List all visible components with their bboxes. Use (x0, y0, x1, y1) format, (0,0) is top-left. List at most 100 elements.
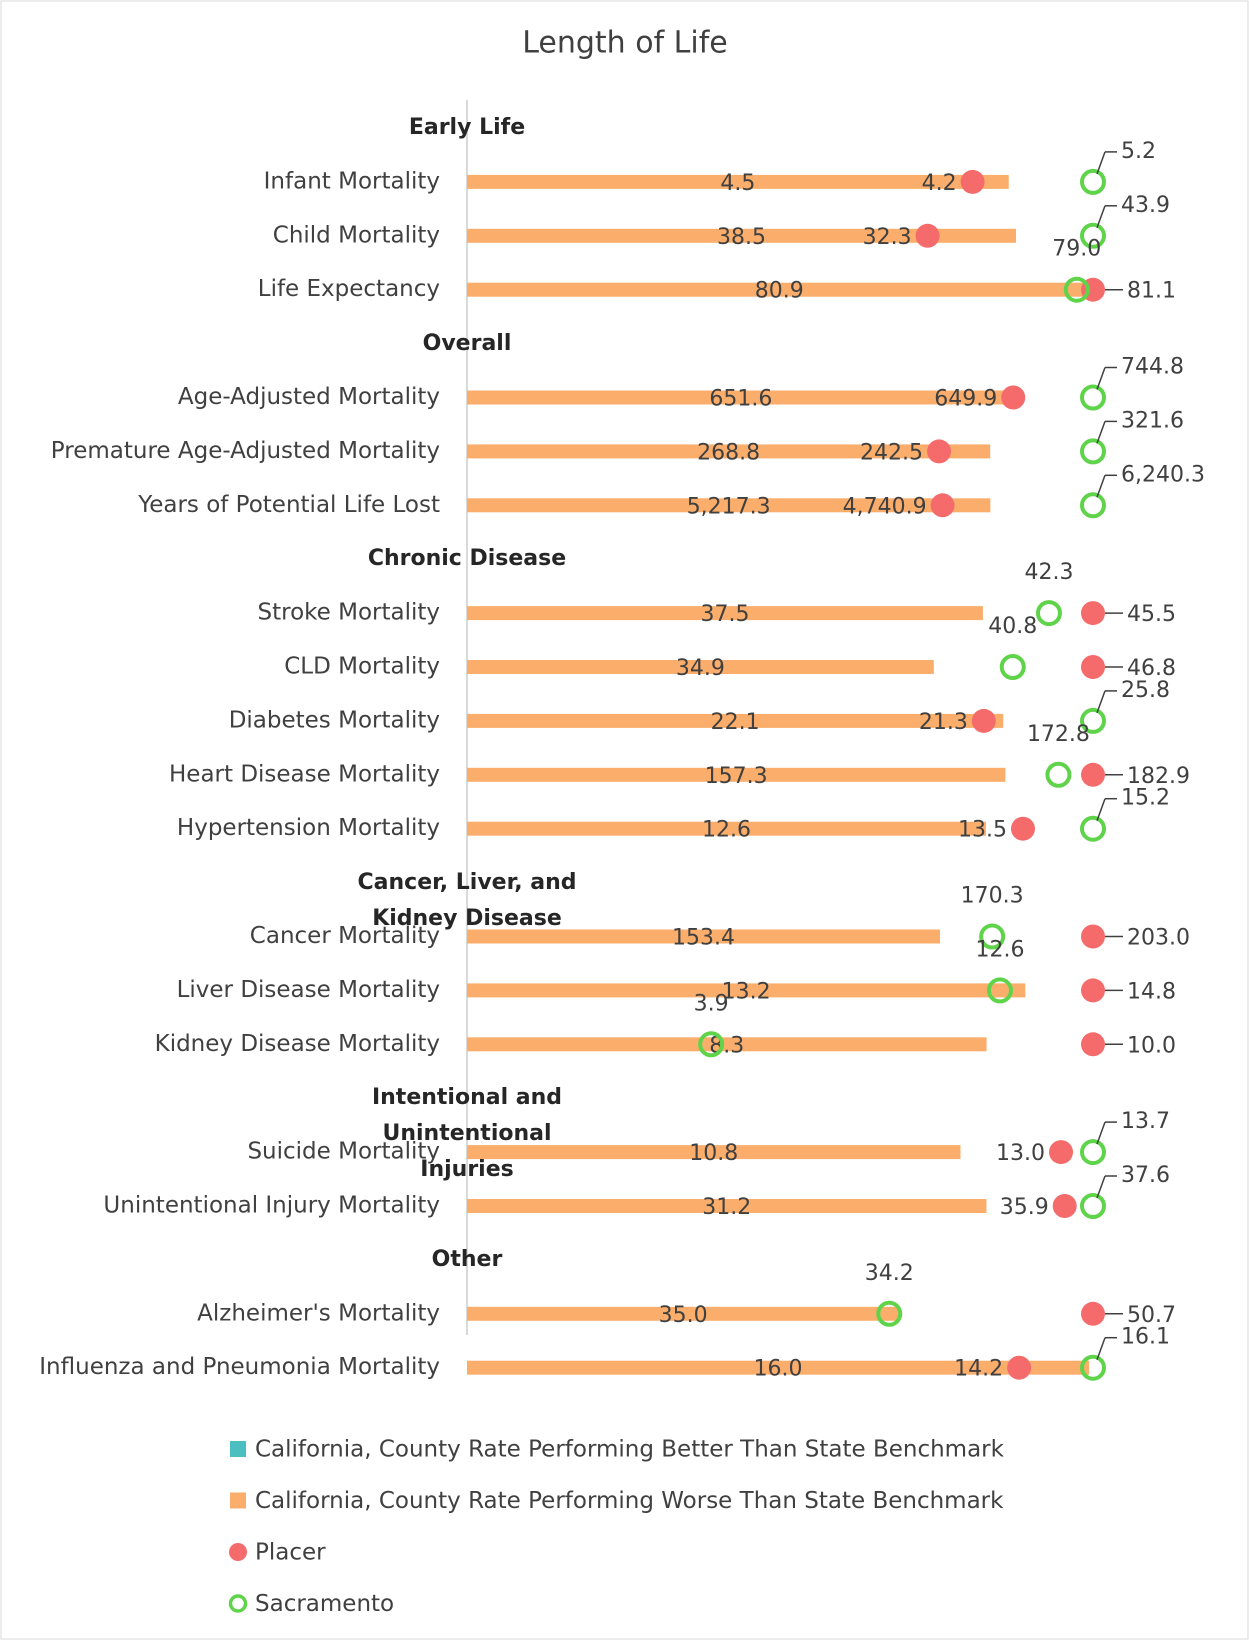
legend-swatch (230, 1492, 246, 1509)
leader-line (1096, 1337, 1106, 1360)
leader-line (1096, 367, 1106, 390)
sacramento-dot (1080, 815, 1106, 842)
leader-line (1096, 421, 1106, 444)
sacramento-dot (1080, 707, 1106, 734)
category-label: Infant Mortality (264, 168, 440, 194)
bar (467, 713, 1004, 728)
legend-swatch (230, 1441, 246, 1457)
bar-value-label: 157.3 (705, 764, 768, 789)
leader-line (1096, 475, 1106, 498)
sacramento-value-label: 34.2 (865, 1261, 914, 1286)
group-header: Intentional and Unintentional Injuries (371, 1085, 563, 1183)
bar-value-label: 80.9 (755, 279, 804, 304)
sacramento-dot (999, 654, 1026, 680)
sacramento-value-label: 37.6 (1121, 1163, 1170, 1188)
sacramento-value-label: 13.7 (1121, 1109, 1170, 1134)
placer-value-label: 81.1 (1127, 279, 1176, 304)
sacramento-dot (1080, 1354, 1106, 1381)
sacramento-dot (1080, 438, 1106, 465)
bar-value-label: 12.6 (702, 818, 751, 843)
bar-value-label: 38.5 (717, 225, 766, 250)
placer-dot (1010, 816, 1035, 841)
placer-dot (1081, 762, 1105, 787)
bar (467, 228, 1016, 243)
category-label: CLD Mortality (284, 654, 440, 680)
placer-value-label: 14.8 (1127, 979, 1176, 1004)
legend-swatch (228, 1594, 248, 1613)
bar (467, 767, 1006, 782)
placer-value-label: 32.3 (863, 225, 912, 250)
placer-value-label: 242.5 (860, 440, 923, 465)
placer-dot (1007, 1355, 1032, 1380)
placer-value-label: 35.9 (1000, 1195, 1049, 1220)
category-label: Life Expectancy (258, 276, 440, 302)
bar (467, 1360, 1090, 1375)
placer-value-label: 13.0 (996, 1141, 1045, 1166)
category-label: Alzheimer's Mortality (197, 1300, 440, 1326)
placer-dot (927, 439, 952, 464)
placer-value-label: 182.9 (1127, 764, 1190, 789)
bar-value-label: 5,217.3 (687, 494, 771, 519)
leader-line (1096, 205, 1106, 229)
bar (467, 1306, 900, 1321)
group-header: Other (431, 1246, 503, 1272)
legend-swatch (229, 1543, 247, 1561)
leader-line (1096, 690, 1106, 714)
bar (467, 174, 1009, 189)
placer-value-label: 50.7 (1127, 1303, 1176, 1328)
sacramento-dot (1080, 492, 1106, 519)
sacramento-dot (1035, 600, 1062, 627)
bar-value-label: 4.5 (720, 171, 755, 196)
sacramento-value-label: 321.6 (1121, 408, 1184, 433)
bar (467, 606, 983, 621)
sacramento-dot (698, 1031, 725, 1058)
bar-value-label: 31.2 (702, 1195, 751, 1220)
sacramento-value-label: 42.3 (1024, 560, 1073, 585)
bar-value-label: 16.0 (754, 1357, 803, 1382)
sacramento-dot (876, 1300, 903, 1327)
placer-dot (930, 493, 955, 518)
bar (467, 1145, 961, 1160)
bar-value-label: 34.9 (676, 656, 725, 681)
legend-label: Placer (255, 1540, 326, 1566)
sacramento-dot (986, 977, 1013, 1004)
legend-label: Sacramento (255, 1591, 394, 1617)
placer-dot (1049, 1140, 1074, 1165)
sacramento-value-label: 172.8 (1027, 722, 1090, 747)
bar (467, 821, 986, 836)
sacramento-value-label: 15.2 (1121, 786, 1170, 811)
group-header: Overall (422, 330, 512, 356)
category-label: Age-Adjusted Mortality (178, 384, 440, 410)
sacramento-value-label: 3.9 (694, 991, 729, 1016)
bar-value-label: 651.6 (709, 387, 772, 412)
category-label: Diabetes Mortality (229, 707, 440, 733)
sacramento-value-label: 12.6 (975, 937, 1024, 962)
placer-value-label: 45.5 (1127, 602, 1176, 627)
bar-value-label: 10.8 (689, 1141, 738, 1166)
bar (467, 983, 1026, 998)
legend-label: California, County Rate Performing Bette… (255, 1437, 1005, 1463)
placer-dot (1081, 1032, 1105, 1057)
sacramento-value-label: 16.1 (1121, 1325, 1170, 1350)
bar (467, 1199, 987, 1213)
placer-value-label: 4,740.9 (843, 494, 927, 519)
placer-value-label: 21.3 (919, 710, 968, 735)
sacramento-value-label: 5.2 (1121, 139, 1156, 164)
bar (467, 660, 934, 674)
placer-value-label: 649.9 (934, 387, 997, 412)
leader-line (1096, 798, 1106, 821)
bar (467, 282, 1092, 297)
placer-value-label: 14.2 (954, 1357, 1003, 1382)
group-header: Chronic Disease (367, 546, 567, 572)
group-header: Cancer, Liver, and Kidney Disease (357, 869, 577, 931)
placer-dot (1081, 655, 1105, 679)
category-label: Heart Disease Mortality (169, 761, 440, 787)
bar (467, 498, 991, 513)
sacramento-value-label: 79.0 (1052, 237, 1101, 262)
category-label: Unintentional Injury Mortality (103, 1193, 440, 1219)
placer-dot (1081, 601, 1105, 626)
placer-dot (960, 169, 985, 194)
placer-dot (971, 708, 996, 733)
group-header: Early Life (408, 115, 526, 140)
